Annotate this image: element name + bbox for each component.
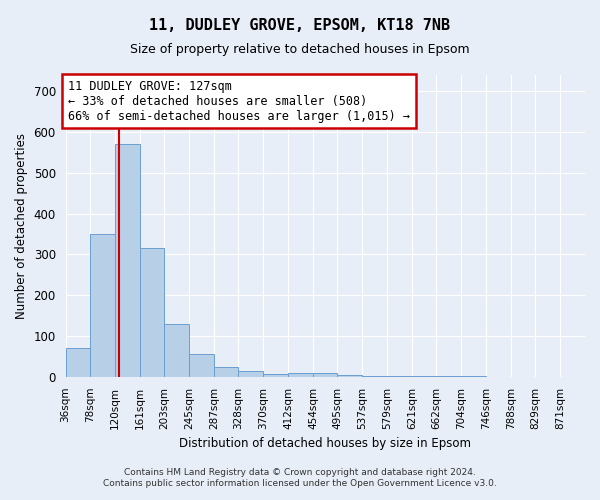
Y-axis label: Number of detached properties: Number of detached properties [15, 133, 28, 319]
Bar [238, 371, 263, 377]
Text: Contains HM Land Registry data © Crown copyright and database right 2024.
Contai: Contains HM Land Registry data © Crown c… [103, 468, 497, 487]
Bar [190, 354, 214, 377]
Bar [337, 375, 362, 377]
Bar [288, 372, 313, 377]
Text: 11, DUDLEY GROVE, EPSOM, KT18 7NB: 11, DUDLEY GROVE, EPSOM, KT18 7NB [149, 18, 451, 32]
Bar [91, 234, 115, 377]
Bar [164, 324, 190, 377]
X-axis label: Distribution of detached houses by size in Epsom: Distribution of detached houses by size … [179, 437, 471, 450]
Bar [387, 376, 412, 377]
Text: 11 DUDLEY GROVE: 127sqm
← 33% of detached houses are smaller (508)
66% of semi-d: 11 DUDLEY GROVE: 127sqm ← 33% of detache… [68, 80, 410, 122]
Bar [214, 366, 238, 377]
Bar [65, 348, 91, 377]
Bar [115, 144, 140, 377]
Bar [263, 374, 288, 377]
Bar [313, 372, 337, 377]
Bar [140, 248, 164, 377]
Bar [362, 376, 387, 377]
Text: Size of property relative to detached houses in Epsom: Size of property relative to detached ho… [130, 42, 470, 56]
